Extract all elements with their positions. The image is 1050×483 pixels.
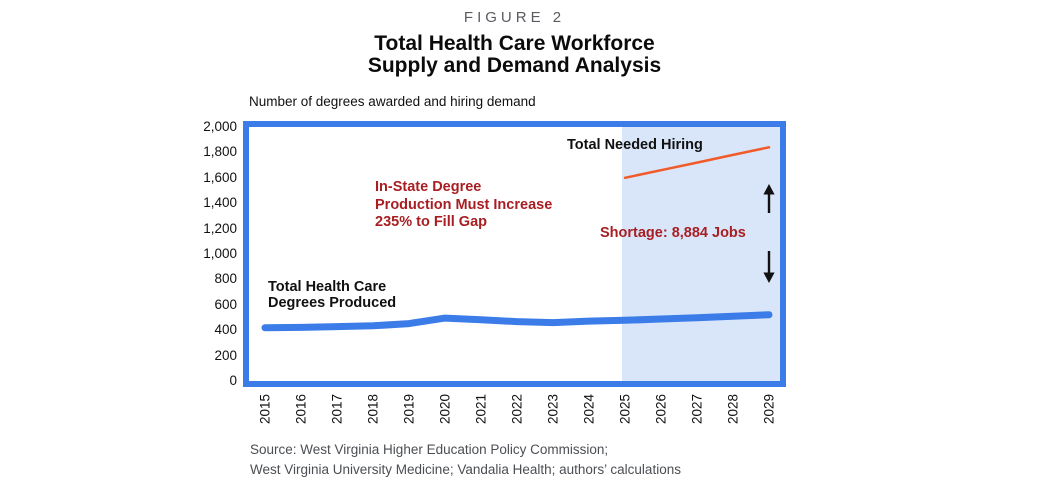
line-series xyxy=(261,146,773,332)
chart-title-line2: Supply and Demand Analysis xyxy=(367,54,662,77)
x-axis-tick-label: 2016 xyxy=(293,393,309,425)
y-axis-tick-label: 400 xyxy=(214,322,237,338)
total-health-care-degrees-produced-line xyxy=(261,311,773,332)
chart-title-line1: Total Health Care Workforce xyxy=(374,32,655,55)
x-axis-tick-label: 2022 xyxy=(509,393,525,425)
supply-series-label-line1: Total Health Care xyxy=(268,279,387,295)
supply-series-label: Total Health Care Degrees Produced xyxy=(268,279,396,311)
axis-units-label: Number of degrees awarded and hiring dem… xyxy=(249,94,536,109)
y-axis-tick-label: 1,400 xyxy=(203,195,237,211)
demand-series-label: Total Needed Hiring xyxy=(567,137,703,153)
x-axis-tick-label: 2021 xyxy=(473,393,489,425)
total-needed-hiring-line xyxy=(623,146,771,180)
increase-annotation: In-State Degree Production Must Increase 2… xyxy=(375,179,552,232)
plot-area xyxy=(243,121,786,387)
x-axis-tick-label: 2017 xyxy=(329,393,345,425)
y-axis-tick-label: 800 xyxy=(214,271,237,287)
y-axis-tick-label: 600 xyxy=(214,296,237,312)
x-axis-tick-label: 2019 xyxy=(401,393,417,425)
x-axis-tick-label: 2028 xyxy=(725,393,741,425)
y-axis-tick-label: 1,000 xyxy=(203,246,237,261)
forecast-shade-region xyxy=(622,127,780,381)
y-axis-tick-label: 1,600 xyxy=(203,169,237,185)
y-axis-tick-label: 1,200 xyxy=(203,220,237,236)
x-axis-tick-label: 2018 xyxy=(365,393,381,425)
source-note-line2: West Virginia University Medicine; Vanda… xyxy=(250,462,681,477)
increase-annotation-line3: 235% to Fill Gap xyxy=(375,214,487,230)
y-axis-tick-label: 200 xyxy=(214,347,237,363)
x-axis-tick-label: 2020 xyxy=(437,393,453,425)
down-arrow-icon xyxy=(763,251,775,283)
x-axis-tick-label: 2027 xyxy=(689,393,705,425)
x-axis-tick-label: 2026 xyxy=(653,393,669,425)
x-axis-tick-label: 2029 xyxy=(761,393,777,425)
y-axis-tick-label: 0 xyxy=(229,373,237,388)
increase-annotation-line1: In-State Degree xyxy=(375,179,482,195)
header: FIGURE 2 Total Health Care Workforce Supp… xyxy=(0,9,1029,77)
shortage-annotation: Shortage: 8,884 Jobs xyxy=(600,225,746,241)
x-axis-tick-label: 2025 xyxy=(617,393,633,425)
source-note: Source: West Virginia Higher Education P… xyxy=(250,440,681,480)
chart-title: Total Health Care Workforce Supply and De… xyxy=(0,33,1029,77)
up-arrow-icon xyxy=(763,184,775,213)
supply-series-label-line2: Degrees Produced xyxy=(268,295,397,311)
source-note-line1: Source: West Virginia Higher Education P… xyxy=(250,442,609,457)
y-axis-tick-label: 2,000 xyxy=(203,119,237,134)
increase-annotation-line2: Production Must Increase xyxy=(375,196,553,213)
x-axis-tick-label: 2015 xyxy=(257,393,273,425)
x-axis-tick-label: 2024 xyxy=(581,393,597,425)
y-axis-tick-label: 1,800 xyxy=(203,144,237,160)
figure-label: FIGURE 2 xyxy=(463,9,566,26)
x-axis-tick-label: 2023 xyxy=(545,393,561,425)
